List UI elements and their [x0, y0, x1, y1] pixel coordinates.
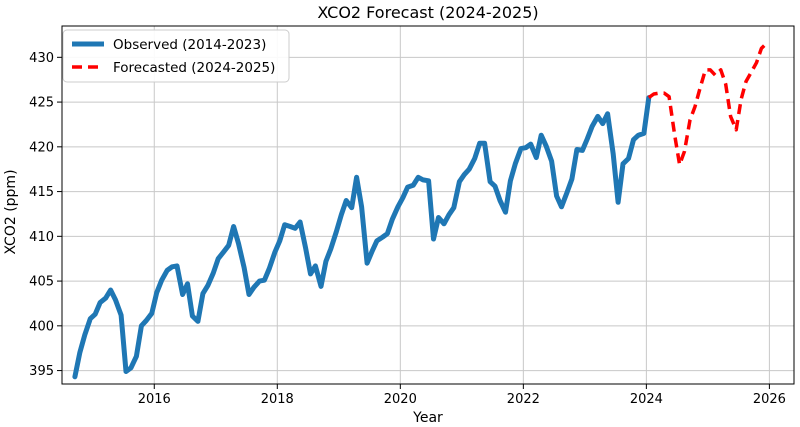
y-tick-label: 410 — [29, 230, 54, 245]
plot-area — [61, 25, 795, 385]
y-tick-label: 405 — [29, 275, 54, 290]
series-line-forecasted — [647, 41, 769, 167]
series-line-observed — [72, 95, 652, 380]
legend-label-observed: Observed (2014-2023) — [113, 37, 266, 53]
y-tick-label: 395 — [29, 364, 54, 379]
y-tick-label: 415 — [29, 185, 54, 200]
x-tick-label: 2020 — [384, 392, 417, 407]
grid-lines — [62, 26, 794, 384]
y-tick-label: 400 — [29, 319, 54, 334]
legend: Observed (2014-2023) Forecasted (2024-20… — [62, 29, 290, 83]
x-tick-label: 2018 — [261, 392, 294, 407]
y-axis-ticks: 395 400 405 410 415 420 425 430 — [29, 51, 62, 379]
legend-label-forecasted: Forecasted (2024-2025) — [113, 60, 275, 76]
x-tick-label: 2024 — [630, 392, 663, 407]
y-axis-label: XCO2 (ppm) — [3, 169, 19, 254]
legend-box — [62, 29, 290, 83]
chart-title: XCO2 Forecast (2024-2025) — [317, 3, 538, 22]
series-layer — [72, 41, 769, 380]
x-tick-label: 2022 — [507, 392, 540, 407]
y-tick-label: 420 — [29, 140, 54, 155]
x-tick-label: 2016 — [138, 392, 171, 407]
x-axis-label: Year — [412, 410, 443, 426]
x-tick-label: 2026 — [753, 392, 786, 407]
x-axis-ticks: 2016 2018 2020 2022 2024 2026 — [138, 384, 786, 407]
y-tick-label: 425 — [29, 96, 54, 111]
y-tick-label: 430 — [29, 51, 54, 66]
